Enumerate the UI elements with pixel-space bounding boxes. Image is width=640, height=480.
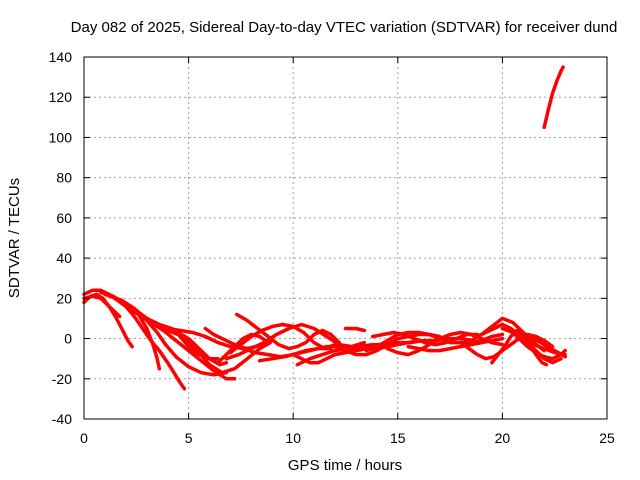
series-line-24 xyxy=(406,336,505,353)
series-line-29 xyxy=(490,328,549,367)
series-line-32 xyxy=(521,332,567,359)
chart-title: Day 082 of 2025, Sidereal Day-to-day VTE… xyxy=(71,19,618,36)
x-tick-label: 0 xyxy=(80,430,88,446)
series-group xyxy=(82,65,567,391)
y-tick-label: 20 xyxy=(56,290,72,306)
y-tick-label: 100 xyxy=(49,129,73,145)
axis-ticks xyxy=(83,56,608,420)
x-axis-label: GPS time / hours xyxy=(288,457,402,474)
series-line-22 xyxy=(370,330,480,347)
x-tick-label: 15 xyxy=(390,430,406,446)
grid xyxy=(84,57,607,419)
series-line-13 xyxy=(234,312,341,351)
x-tick-label: 20 xyxy=(495,430,511,446)
y-tick-label: 0 xyxy=(64,331,72,347)
y-tick-label: 40 xyxy=(56,250,72,266)
series-line-12 xyxy=(216,332,270,365)
y-tick-labels: -40 -20 0 20 40 60 80 100 120 140 xyxy=(49,49,73,427)
x-tick-label: 10 xyxy=(285,430,301,446)
series-line-9 xyxy=(155,324,272,375)
y-tick-label: 60 xyxy=(56,210,72,226)
series-line-20 xyxy=(343,326,367,333)
y-tick-label: 120 xyxy=(49,89,73,105)
plot-frame xyxy=(83,56,608,420)
series-line-14 xyxy=(228,322,337,355)
series-line-26 xyxy=(458,332,555,361)
series-line-21 xyxy=(364,330,452,353)
series-line-3 xyxy=(82,294,122,319)
series-line-5 xyxy=(103,292,229,377)
x-tick-label: 25 xyxy=(599,430,615,446)
series-line-19 xyxy=(333,332,442,357)
x-tick-label: 5 xyxy=(185,430,193,446)
y-tick-label: -40 xyxy=(52,411,72,427)
x-tick-labels: 0 5 10 15 20 25 xyxy=(80,430,615,446)
y-tick-label: 80 xyxy=(56,170,72,186)
y-tick-label: -20 xyxy=(52,371,72,387)
y-tick-label: 140 xyxy=(49,49,73,65)
y-axis-label: SDTVAR / TECUs xyxy=(6,178,23,298)
series-line-1 xyxy=(82,288,187,391)
series-line-33 xyxy=(542,65,565,130)
